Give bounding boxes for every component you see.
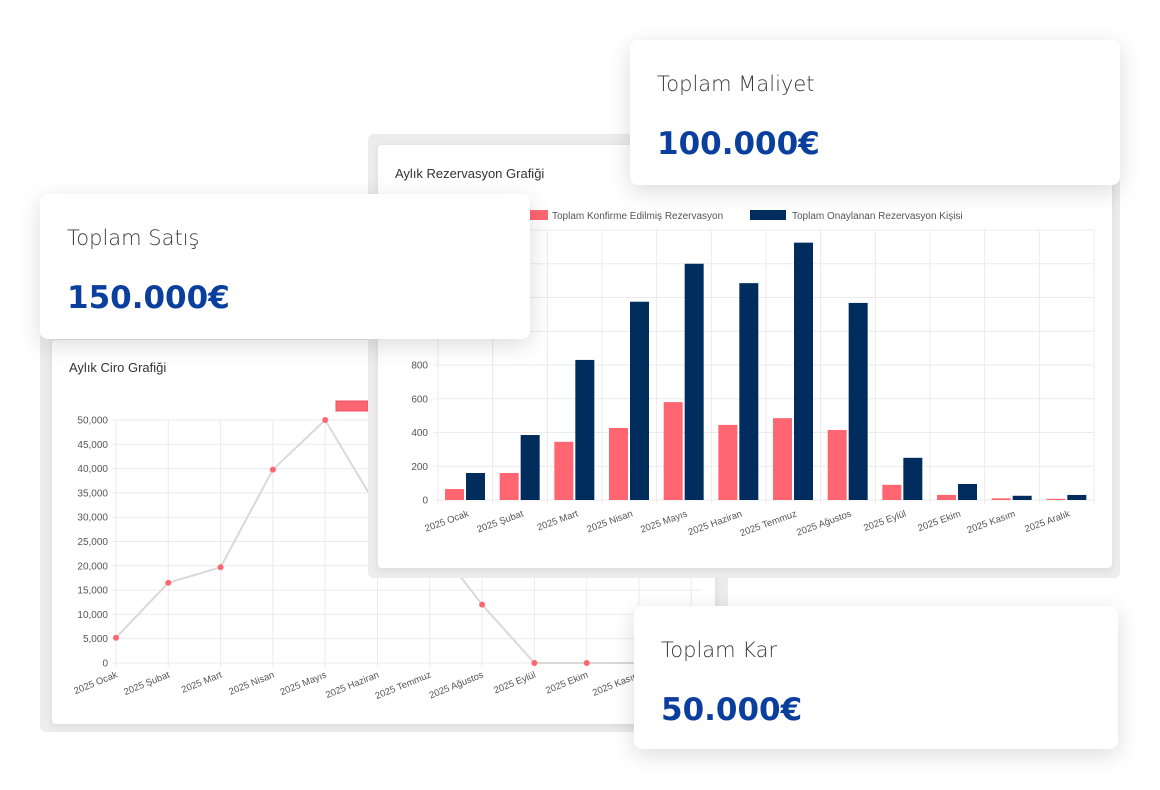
y-tick-label: 10,000: [77, 610, 108, 621]
data-point: [322, 417, 329, 423]
bar-approved-persons: [630, 301, 649, 500]
x-tick-label: 2025 Ekim: [544, 670, 590, 697]
total-sales-card: Toplam Satış 150.000€: [40, 194, 530, 339]
legend-label-approved: Toplam Onaylanan Rezervasyon Kişisi: [792, 211, 963, 222]
bar-approved-persons: [1012, 495, 1032, 500]
data-point: [583, 660, 590, 666]
legend-swatch-confirmed: [530, 210, 548, 220]
data-point: [479, 601, 486, 608]
bar-confirmed-reservations: [718, 424, 738, 500]
y-tick-label: 400: [411, 428, 428, 439]
data-point: [113, 634, 119, 641]
y-tick-label: 15,000: [77, 586, 108, 597]
bar-confirmed-reservations: [663, 402, 683, 500]
x-tick-label: 2025 Aralık: [1023, 508, 1072, 535]
x-tick-label: 2025 Ağustos: [428, 669, 486, 701]
bar-approved-persons: [466, 473, 485, 500]
total-sales-value: 150.000€: [67, 280, 230, 316]
x-tick-label: 2025 Şubat: [476, 508, 526, 535]
x-tick-label: 2025 Eylül: [862, 508, 907, 534]
total-profit-value: 50.000€: [661, 692, 803, 728]
x-tick-label: 2025 Kasım: [966, 508, 1017, 536]
bar-confirmed-reservations: [609, 427, 628, 500]
data-point: [217, 564, 224, 571]
x-tick-label: 2025 Mayıs: [639, 508, 689, 535]
legend-label-confirmed: Toplam Konfirme Edilmiş Rezervasyon: [552, 211, 723, 222]
x-tick-label: 2025 Eylül: [492, 670, 537, 697]
bar-confirmed-reservations: [827, 429, 847, 500]
line-chart-title: Aylık Ciro Grafiği: [69, 360, 167, 375]
y-tick-label: 35,000: [77, 488, 108, 499]
bar-approved-persons: [684, 263, 704, 500]
total-cost-card: Toplam Maliyet 100.000€: [630, 40, 1120, 185]
bar-chart-title: Aylık Rezervasyon Grafiği: [395, 166, 545, 181]
x-tick-label: 2025 Mart: [180, 669, 224, 695]
x-tick-label: 2025 Mart: [536, 508, 580, 533]
bar-confirmed-reservations: [499, 473, 519, 500]
y-tick-label: 30,000: [77, 513, 108, 524]
y-tick-label: 600: [411, 394, 428, 405]
x-tick-label: 2025 Ekim: [916, 508, 962, 534]
bar-confirmed-reservations: [554, 441, 574, 500]
bar-confirmed-reservations: [991, 498, 1011, 500]
x-tick-label: 2025 Temmuz: [374, 669, 434, 702]
y-tick-label: 50,000: [77, 416, 108, 427]
x-tick-label: 2025 Temmuz: [739, 508, 799, 539]
bar-approved-persons: [903, 457, 923, 500]
x-tick-label: 2025 Nisan: [227, 670, 276, 698]
bar-approved-persons: [848, 302, 868, 500]
bar-confirmed-reservations: [882, 484, 902, 500]
total-cost-value: 100.000€: [657, 126, 820, 162]
bar-approved-persons: [794, 242, 813, 500]
x-tick-label: 2025 Nisan: [585, 508, 634, 535]
data-point: [165, 579, 172, 586]
x-tick-label: 2025 Haziran: [687, 508, 744, 538]
x-tick-label: 2025 Mayıs: [279, 669, 329, 698]
y-tick-label: 25,000: [77, 537, 108, 548]
total-profit-label: Toplam Kar: [661, 638, 778, 662]
legend-swatch: [335, 400, 369, 412]
y-tick-label: 800: [411, 361, 428, 372]
total-cost-label: Toplam Maliyet: [657, 72, 815, 96]
x-tick-label: 2025 Ocak: [72, 669, 119, 697]
bar-confirmed-reservations: [773, 418, 792, 500]
bar-chart: 0 200 400 600 800 2025 Ocak 2025 Şubat 2025 Mar…: [411, 210, 1095, 539]
bar-approved-persons: [1067, 494, 1087, 500]
x-tick-label: 2025 Ağustos: [795, 508, 853, 538]
bar-approved-persons: [575, 359, 595, 500]
y-tick-label: 45,000: [77, 440, 108, 451]
y-tick-label: 20,000: [77, 561, 108, 572]
x-tick-label: 2025 Şubat: [122, 669, 172, 698]
total-sales-label: Toplam Satış: [67, 226, 200, 250]
bar-confirmed-reservations: [1046, 498, 1066, 500]
bar-approved-persons: [958, 483, 977, 500]
bar-confirmed-reservations: [937, 494, 956, 500]
legend-swatch-approved: [750, 210, 786, 220]
x-tick-label: 2025 Haziran: [324, 670, 381, 701]
y-tick-label: 40,000: [77, 464, 108, 475]
total-profit-card: Toplam Kar 50.000€: [634, 606, 1118, 749]
data-point: [269, 466, 276, 473]
bar-approved-persons: [520, 435, 540, 500]
bar-confirmed-reservations: [445, 489, 464, 500]
data-point: [531, 660, 538, 666]
y-tick-label: 200: [411, 462, 428, 473]
y-tick-label: 5,000: [83, 634, 108, 645]
y-tick-label: 0: [422, 496, 428, 507]
x-tick-label: 2025 Ocak: [423, 508, 470, 534]
y-tick-label: 0: [102, 659, 108, 670]
bar-approved-persons: [739, 283, 759, 500]
